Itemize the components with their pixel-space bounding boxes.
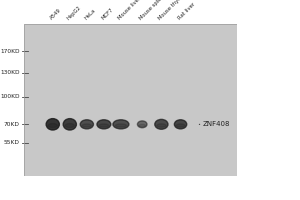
Text: ZNF408: ZNF408 <box>203 121 230 127</box>
Bar <box>24 47 237 54</box>
Text: Mouse thymus: Mouse thymus <box>158 0 189 21</box>
Text: HeLa: HeLa <box>83 8 96 21</box>
Ellipse shape <box>97 120 111 129</box>
Bar <box>24 168 237 176</box>
Text: 55KD: 55KD <box>4 140 20 145</box>
Ellipse shape <box>82 124 92 127</box>
Bar <box>24 39 237 47</box>
Bar <box>24 24 237 32</box>
Text: MCF7: MCF7 <box>100 7 114 21</box>
Bar <box>24 85 237 92</box>
Bar <box>24 123 237 130</box>
Bar <box>24 138 237 146</box>
Text: A549: A549 <box>49 8 62 21</box>
Text: Mouse liver: Mouse liver <box>117 0 142 21</box>
Text: 170KD: 170KD <box>0 49 20 54</box>
Bar <box>24 130 237 138</box>
Ellipse shape <box>65 124 74 128</box>
Ellipse shape <box>63 119 76 130</box>
Ellipse shape <box>137 121 147 128</box>
Ellipse shape <box>115 124 127 127</box>
Bar <box>24 146 237 153</box>
Bar <box>24 77 237 85</box>
Bar <box>24 54 237 62</box>
Bar <box>24 100 237 108</box>
Bar <box>24 161 237 168</box>
Ellipse shape <box>46 119 59 130</box>
Bar <box>24 92 237 100</box>
Ellipse shape <box>80 120 93 129</box>
Text: 130KD: 130KD <box>0 70 20 75</box>
Ellipse shape <box>155 119 168 129</box>
Ellipse shape <box>176 124 185 127</box>
Ellipse shape <box>48 124 57 128</box>
Bar <box>24 62 237 70</box>
Ellipse shape <box>99 124 109 127</box>
Ellipse shape <box>139 124 146 127</box>
Bar <box>24 115 237 123</box>
Ellipse shape <box>113 120 129 129</box>
Bar <box>24 32 237 39</box>
Text: 100KD: 100KD <box>0 94 20 99</box>
Ellipse shape <box>174 120 187 129</box>
Bar <box>24 70 237 77</box>
Ellipse shape <box>157 124 166 127</box>
Bar <box>24 153 237 161</box>
Text: 70KD: 70KD <box>4 122 20 127</box>
Bar <box>24 108 237 115</box>
Text: Mouse spleen: Mouse spleen <box>139 0 168 21</box>
Text: HepG2: HepG2 <box>66 5 82 21</box>
Text: Rat liver: Rat liver <box>177 2 196 21</box>
